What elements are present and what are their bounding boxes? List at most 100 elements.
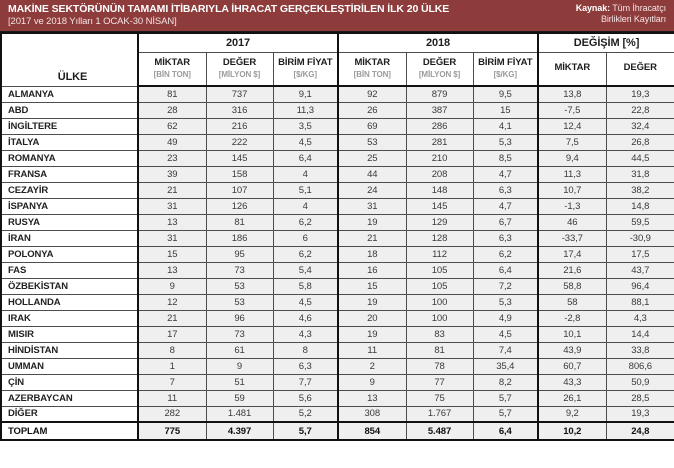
column-header-2017-birim-fiyat: BİRİM FİYAT [$/KG] bbox=[272, 51, 339, 87]
value-cell: 39 bbox=[137, 165, 207, 183]
table-body: ALMANYA 81 737 9,1 92 879 9,5 13,8 19,3 ABD 28 316 1… bbox=[0, 85, 674, 441]
value-cell: 62 bbox=[137, 117, 207, 135]
value-cell: 17 bbox=[137, 325, 207, 343]
value-cell: 9 bbox=[205, 357, 274, 375]
country-cell: RUSYA bbox=[0, 213, 139, 231]
value-cell: 4 bbox=[272, 197, 339, 215]
source-note: Kaynak: Tüm İhracatçı Birlikleri Kayıtla… bbox=[576, 3, 666, 26]
value-cell: 879 bbox=[405, 85, 474, 103]
value-cell: 18 bbox=[337, 245, 407, 263]
value-cell: 112 bbox=[405, 245, 474, 263]
value-cell: 11,3 bbox=[537, 165, 607, 183]
country-cell: ABD bbox=[0, 101, 139, 119]
table-row: FRANSA 39 158 4 44 208 4,7 11,3 31,8 bbox=[0, 165, 674, 183]
value-cell: 6,2 bbox=[272, 245, 339, 263]
value-cell: -7,5 bbox=[537, 101, 607, 119]
value-cell: 19 bbox=[337, 213, 407, 231]
country-cell: İNGİLTERE bbox=[0, 117, 139, 135]
value-cell: 6,7 bbox=[472, 213, 539, 231]
value-cell: 854 bbox=[337, 421, 407, 441]
value-cell: 23 bbox=[137, 149, 207, 167]
source-line1: Tüm İhracatçı bbox=[612, 3, 666, 13]
value-cell: 4 bbox=[272, 165, 339, 183]
value-cell: 19,3 bbox=[605, 405, 674, 423]
group-header-row: ÜLKE 2017 2018 DEĞİŞİM [%] bbox=[0, 32, 674, 87]
country-cell: ALMANYA bbox=[0, 85, 139, 103]
value-cell: 81 bbox=[405, 341, 474, 359]
country-cell: İSPANYA bbox=[0, 197, 139, 215]
value-cell: 129 bbox=[405, 213, 474, 231]
value-cell: 15 bbox=[472, 101, 539, 119]
value-cell: 5,8 bbox=[272, 277, 339, 295]
value-cell: 60,7 bbox=[537, 357, 607, 375]
value-cell: 186 bbox=[205, 229, 274, 247]
country-cell: İRAN bbox=[0, 229, 139, 247]
value-cell: 17,4 bbox=[537, 245, 607, 263]
value-cell: 11,3 bbox=[272, 101, 339, 119]
value-cell: 5,7 bbox=[472, 405, 539, 423]
value-cell: 9 bbox=[337, 373, 407, 391]
value-cell: 20 bbox=[337, 309, 407, 327]
report-titles: MAKİNE SEKTÖRÜNÜN TAMAMI İTİBARIYLA İHRA… bbox=[8, 3, 449, 27]
value-cell: 59,5 bbox=[605, 213, 674, 231]
column-header-2017-miktar: MİKTAR [BİN TON] bbox=[137, 51, 207, 87]
value-cell: 9,4 bbox=[537, 149, 607, 167]
report-header-bar: MAKİNE SEKTÖRÜNÜN TAMAMI İTİBARIYLA İHRA… bbox=[0, 0, 674, 32]
value-cell: 775 bbox=[137, 421, 207, 441]
value-cell: 737 bbox=[205, 85, 274, 103]
value-cell: 49 bbox=[137, 133, 207, 151]
country-cell: IRAK bbox=[0, 309, 139, 327]
value-cell: 5,4 bbox=[272, 261, 339, 279]
value-cell: 8,5 bbox=[472, 149, 539, 167]
value-cell: 96,4 bbox=[605, 277, 674, 295]
value-cell: 308 bbox=[337, 405, 407, 423]
value-cell: 148 bbox=[405, 181, 474, 199]
country-cell: İTALYA bbox=[0, 133, 139, 151]
table-row: CEZAYİR 21 107 5,1 24 148 6,3 10,7 38,2 bbox=[0, 181, 674, 199]
value-cell: 216 bbox=[205, 117, 274, 135]
value-cell: 8 bbox=[137, 341, 207, 359]
value-cell: 4.397 bbox=[205, 421, 274, 441]
value-cell: 11 bbox=[137, 389, 207, 407]
value-cell: 53 bbox=[205, 293, 274, 311]
value-cell: 43,7 bbox=[605, 261, 674, 279]
value-cell: 14,4 bbox=[605, 325, 674, 343]
value-cell: 73 bbox=[205, 325, 274, 343]
table-row: ÇİN 7 51 7,7 9 77 8,2 43,3 50,9 bbox=[0, 373, 674, 391]
value-cell: 95 bbox=[205, 245, 274, 263]
value-cell: 16 bbox=[337, 261, 407, 279]
country-cell: UMMAN bbox=[0, 357, 139, 375]
value-cell: 46 bbox=[537, 213, 607, 231]
value-cell: 44 bbox=[337, 165, 407, 183]
table-row: DİĞER 282 1.481 5,2 308 1.767 5,7 9,2 19,3 bbox=[0, 405, 674, 423]
value-cell: 78 bbox=[405, 357, 474, 375]
value-cell: 77 bbox=[405, 373, 474, 391]
column-header-change-deger: DEĞER bbox=[605, 51, 674, 87]
page-title: MAKİNE SEKTÖRÜNÜN TAMAMI İTİBARIYLA İHRA… bbox=[8, 3, 450, 15]
value-cell: 25 bbox=[337, 149, 407, 167]
value-cell: 100 bbox=[405, 293, 474, 311]
value-cell: 69 bbox=[337, 117, 407, 135]
value-cell: 281 bbox=[405, 133, 474, 151]
value-cell: -30,9 bbox=[605, 229, 674, 247]
value-cell: 7,2 bbox=[472, 277, 539, 295]
value-cell: 15 bbox=[137, 245, 207, 263]
group-header-change: DEĞİŞİM [%] bbox=[537, 32, 674, 53]
value-cell: 17,5 bbox=[605, 245, 674, 263]
value-cell: 806,6 bbox=[605, 357, 674, 375]
table-row: İSPANYA 31 126 4 31 145 4,7 -1,3 14,8 bbox=[0, 197, 674, 215]
table-row: FAS 13 73 5,4 16 105 6,4 21,6 43,7 bbox=[0, 261, 674, 279]
value-cell: 282 bbox=[137, 405, 207, 423]
value-cell: 145 bbox=[405, 197, 474, 215]
value-cell: 10,7 bbox=[537, 181, 607, 199]
value-cell: 5.487 bbox=[405, 421, 474, 441]
value-cell: -2,8 bbox=[537, 309, 607, 327]
value-cell: 10,1 bbox=[537, 325, 607, 343]
value-cell: 222 bbox=[205, 133, 274, 151]
source-line2: Birlikleri Kayıtları bbox=[600, 14, 666, 25]
value-cell: 15 bbox=[337, 277, 407, 295]
value-cell: 6,4 bbox=[472, 421, 539, 441]
value-cell: 83 bbox=[405, 325, 474, 343]
value-cell: 13 bbox=[337, 389, 407, 407]
value-cell: 3,5 bbox=[272, 117, 339, 135]
